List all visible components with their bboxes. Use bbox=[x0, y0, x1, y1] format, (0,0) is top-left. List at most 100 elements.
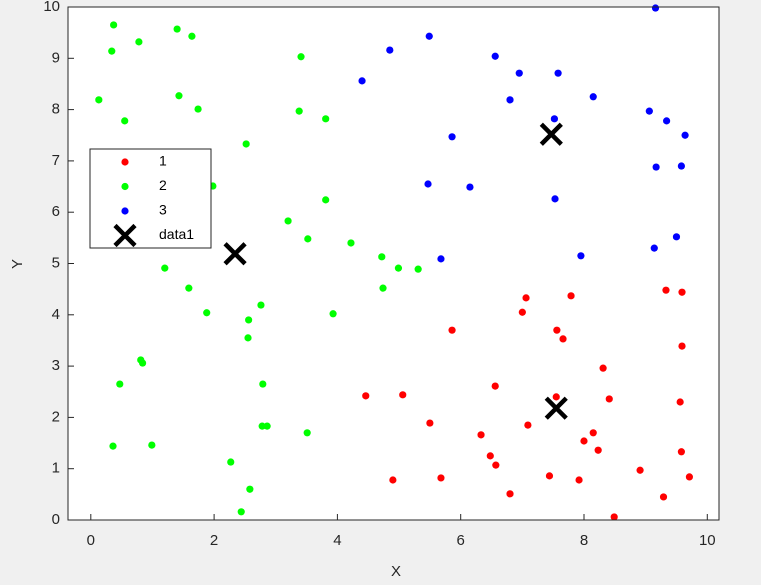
point bbox=[676, 398, 684, 406]
point bbox=[577, 252, 585, 260]
point bbox=[329, 310, 337, 318]
point bbox=[492, 461, 500, 469]
point bbox=[552, 393, 560, 401]
legend-marker bbox=[121, 207, 129, 215]
point bbox=[379, 284, 387, 292]
point bbox=[108, 47, 116, 55]
point bbox=[173, 25, 181, 33]
y-tick-label: 10 bbox=[43, 0, 60, 15]
point bbox=[636, 466, 644, 474]
x-tick-label: 2 bbox=[210, 532, 218, 549]
series bbox=[223, 122, 568, 420]
point bbox=[678, 342, 686, 350]
point bbox=[551, 195, 559, 203]
y-tick-label: 9 bbox=[52, 49, 60, 66]
point bbox=[575, 476, 583, 484]
point bbox=[194, 105, 202, 113]
point bbox=[515, 69, 523, 77]
y-tick-label: 1 bbox=[52, 460, 60, 477]
x-tick-label: 6 bbox=[457, 532, 465, 549]
point bbox=[347, 239, 355, 247]
point bbox=[297, 53, 305, 61]
point bbox=[522, 294, 530, 302]
point bbox=[414, 265, 422, 273]
point bbox=[662, 117, 671, 125]
centroid-marker bbox=[544, 396, 568, 420]
legend-marker bbox=[121, 158, 129, 166]
legend: 1 2 3 data1 bbox=[89, 148, 212, 249]
point bbox=[110, 21, 118, 29]
point bbox=[244, 334, 252, 342]
point bbox=[651, 4, 660, 12]
point bbox=[553, 326, 561, 334]
point bbox=[677, 448, 685, 456]
y-tick-label: 2 bbox=[52, 408, 60, 425]
point bbox=[559, 335, 567, 343]
point bbox=[491, 52, 499, 60]
point bbox=[610, 513, 618, 521]
point bbox=[95, 96, 103, 104]
point bbox=[148, 441, 156, 449]
point bbox=[378, 253, 386, 261]
point bbox=[486, 452, 494, 460]
point bbox=[580, 437, 588, 445]
point bbox=[203, 309, 211, 317]
point bbox=[358, 77, 366, 85]
point bbox=[550, 115, 559, 123]
legend-marker bbox=[113, 223, 137, 248]
point bbox=[448, 326, 456, 334]
point bbox=[259, 380, 267, 388]
y-tick-label: 8 bbox=[52, 101, 60, 118]
point bbox=[524, 421, 532, 429]
point bbox=[685, 473, 694, 481]
point bbox=[554, 69, 562, 77]
point bbox=[672, 233, 681, 241]
point bbox=[109, 442, 117, 450]
x-tick-label: 4 bbox=[333, 532, 341, 549]
point bbox=[677, 162, 685, 170]
point bbox=[678, 288, 686, 296]
point bbox=[257, 301, 265, 309]
point bbox=[448, 133, 456, 141]
point bbox=[295, 107, 303, 115]
point bbox=[362, 392, 370, 400]
point bbox=[322, 196, 330, 204]
point bbox=[399, 391, 407, 399]
y-axis-label: Y bbox=[9, 259, 26, 269]
point bbox=[594, 446, 602, 454]
legend-label: 2 bbox=[159, 177, 167, 193]
x-axis-label: X bbox=[391, 563, 401, 580]
centroid-marker bbox=[539, 122, 563, 146]
point bbox=[424, 180, 432, 188]
point bbox=[185, 284, 193, 292]
point bbox=[645, 107, 653, 115]
point bbox=[386, 46, 394, 54]
point bbox=[659, 493, 668, 501]
point bbox=[389, 476, 397, 484]
point bbox=[605, 395, 613, 403]
point bbox=[506, 96, 514, 104]
point bbox=[246, 485, 254, 493]
point bbox=[425, 32, 433, 40]
point bbox=[506, 490, 514, 498]
point bbox=[258, 422, 266, 430]
y-tick-label: 6 bbox=[52, 203, 60, 220]
series bbox=[358, 4, 689, 263]
point bbox=[681, 131, 689, 139]
y-tick-label: 5 bbox=[52, 254, 60, 271]
axes-box bbox=[67, 6, 720, 521]
point bbox=[491, 382, 499, 390]
point bbox=[545, 472, 554, 480]
point bbox=[284, 217, 292, 225]
legend-marker bbox=[121, 182, 129, 191]
point bbox=[245, 316, 253, 324]
y-tick-label: 4 bbox=[52, 306, 60, 323]
legend-label: 1 bbox=[159, 153, 167, 169]
series bbox=[362, 286, 694, 521]
point bbox=[394, 264, 403, 272]
point bbox=[662, 286, 670, 294]
y-tick-label: 0 bbox=[52, 511, 60, 528]
point bbox=[138, 359, 147, 367]
